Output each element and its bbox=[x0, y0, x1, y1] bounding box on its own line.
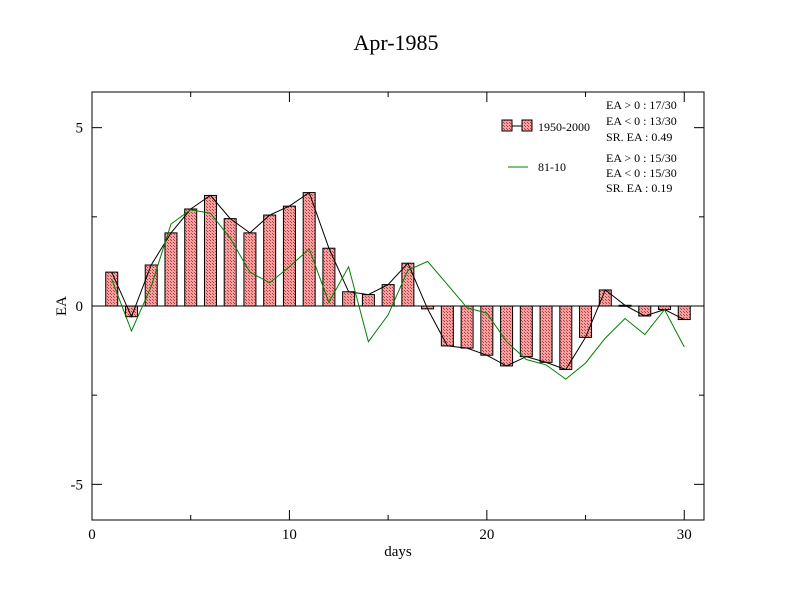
y-tick-label: -5 bbox=[71, 477, 84, 493]
bar-day-24 bbox=[559, 305, 573, 370]
bar-day-22 bbox=[519, 305, 533, 358]
bar-day-13 bbox=[342, 291, 356, 307]
y-tick-label: 5 bbox=[76, 121, 84, 137]
bar-day-9 bbox=[263, 214, 277, 307]
line-1950-2000 bbox=[111, 191, 685, 371]
bar-day-19 bbox=[460, 305, 474, 349]
bar-day-14 bbox=[361, 294, 375, 307]
bars-1950-2000 bbox=[105, 192, 691, 370]
y-tick-label: 0 bbox=[76, 299, 84, 315]
bar-day-7 bbox=[223, 218, 237, 307]
series-lines bbox=[111, 191, 685, 380]
bar-day-4 bbox=[164, 232, 178, 307]
y-axis-ticks: 5 0 -5 bbox=[71, 121, 704, 493]
chart-title: Apr-1985 bbox=[353, 30, 438, 55]
bar-day-16 bbox=[401, 262, 415, 307]
legend-label-1950-2000: 1950-2000 bbox=[538, 120, 590, 134]
bar-day-23 bbox=[539, 305, 553, 363]
bar-day-5 bbox=[184, 208, 198, 307]
x-axis-label: days bbox=[384, 544, 412, 560]
bar-day-26 bbox=[598, 289, 612, 307]
bar-day-25 bbox=[579, 305, 593, 338]
legend-bar-icon-right bbox=[521, 119, 533, 132]
x-tick-label: 20 bbox=[479, 527, 494, 543]
legend: 1950-2000 81-10 EA > 0 : 17/30 EA < 0 : … bbox=[501, 98, 677, 195]
x-axis-ticks: 0 10 20 30 bbox=[88, 92, 692, 543]
bar-day-8 bbox=[243, 232, 257, 307]
y-axis-label: EA bbox=[54, 296, 70, 316]
bar-day-15 bbox=[381, 284, 395, 307]
x-tick-label: 0 bbox=[88, 527, 96, 543]
legend-label-81-10: 81-10 bbox=[538, 160, 566, 174]
stat-1950-2000-positive: EA > 0 : 17/30 bbox=[606, 98, 677, 112]
x-tick-label: 10 bbox=[282, 527, 297, 543]
stat-1950-2000-negative: EA < 0 : 13/30 bbox=[606, 114, 677, 128]
bar-day-10 bbox=[282, 205, 296, 307]
bar-day-6 bbox=[203, 194, 217, 307]
x-tick-label: 30 bbox=[677, 527, 692, 543]
stat-1950-2000-sr: SR. EA : 0.49 bbox=[606, 130, 672, 144]
line-81-10 bbox=[111, 209, 685, 380]
legend-bar-icon-left bbox=[501, 119, 513, 132]
stat-81-10-sr: SR. EA : 0.19 bbox=[606, 181, 672, 195]
stat-81-10-negative: EA < 0 : 15/30 bbox=[606, 166, 677, 180]
bar-day-18 bbox=[440, 305, 454, 347]
stat-81-10-positive: EA > 0 : 15/30 bbox=[606, 151, 677, 165]
